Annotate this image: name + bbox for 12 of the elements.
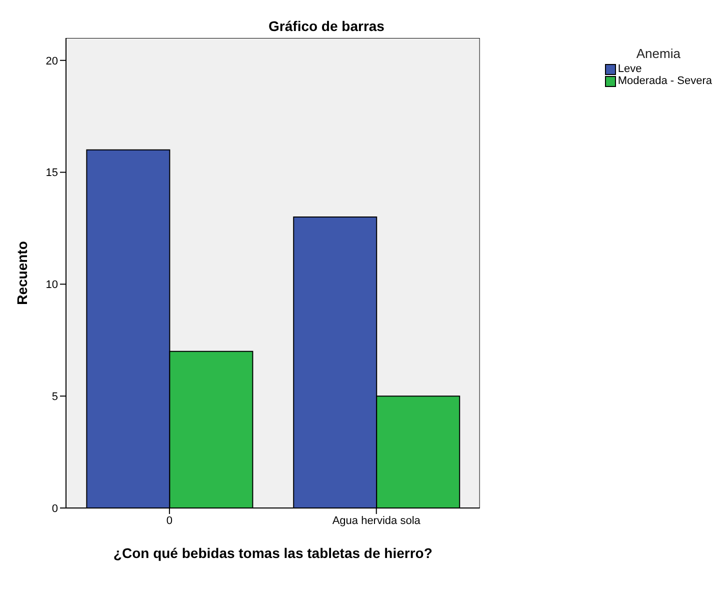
chart-title: Gráfico de barras bbox=[268, 18, 386, 34]
y-tick-label: 5 bbox=[52, 391, 58, 403]
y-axis-title: Recuento bbox=[14, 241, 30, 305]
legend-label: Moderada - Severa bbox=[618, 75, 712, 87]
legend-label: Leve bbox=[618, 63, 642, 75]
x-tick-label: Agua hervida sola bbox=[332, 514, 422, 527]
legend-title: Anemia bbox=[635, 46, 682, 61]
y-tick-label: 10 bbox=[46, 279, 58, 292]
x-axis-title: ¿Con qué bebidas tomas las tabletas de hierro? bbox=[113, 545, 432, 561]
y-tick-label: 0 bbox=[52, 502, 58, 515]
y-tick-label: 15 bbox=[46, 167, 58, 180]
y-tick-label: 20 bbox=[46, 55, 58, 68]
